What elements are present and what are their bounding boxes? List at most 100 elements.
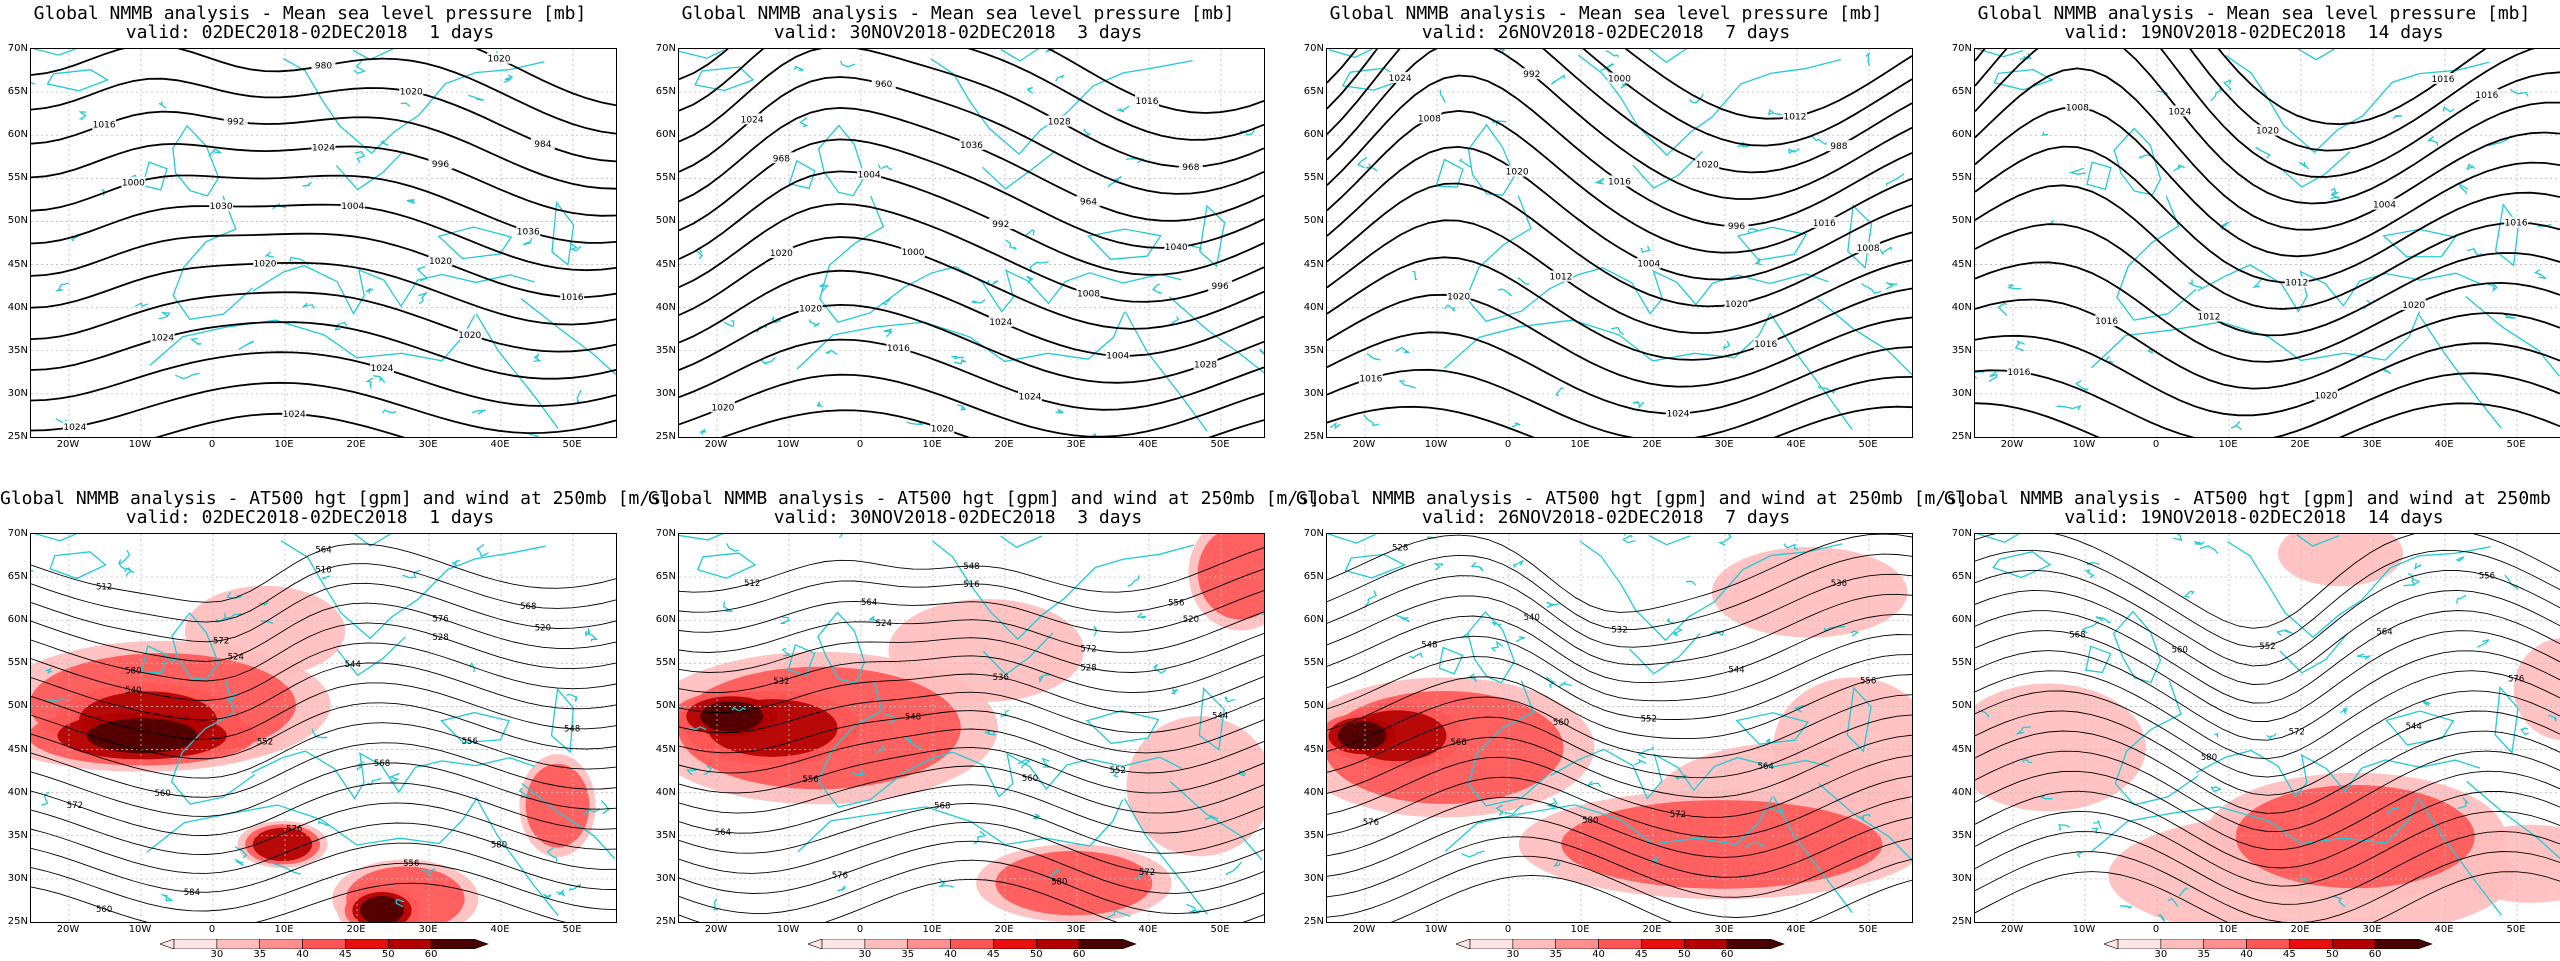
- contour-label: 560: [2172, 646, 2188, 656]
- longitude-label: 10W: [128, 439, 152, 450]
- longitude-label: 40E: [1138, 924, 1158, 935]
- colorbar-label: 60: [1720, 949, 1734, 960]
- contour-label: 1016: [561, 293, 584, 303]
- latitude-label: 30N: [1303, 872, 1324, 884]
- longitude-label: 10W: [128, 924, 152, 935]
- contour-label: 520: [1183, 615, 1199, 625]
- latitude-label: 35N: [655, 829, 676, 841]
- contour-label: 544: [345, 660, 361, 670]
- map-panel-z500-3d: Global NMMB analysis - AT500 hgt [gpm] a…: [648, 485, 1320, 961]
- colorbar-label: 35: [253, 949, 267, 960]
- map-area: 1000 988 992 996 1008 1004 1008 1012 1016 1020 102…: [1326, 48, 1913, 438]
- latitude-label: 55N: [7, 657, 28, 669]
- map-canvas: 512 516 520 524 528 532 536 544 548 552 556 560 564 5…: [679, 534, 1264, 922]
- panel-title: Global NMMB analysis - Mean sea level pr…: [1977, 3, 2531, 24]
- contour-label: 968: [773, 154, 790, 164]
- contour-label: 1016: [887, 344, 910, 354]
- wind-speed-region: [1975, 683, 2146, 812]
- latitude-label: 60N: [1951, 614, 1972, 626]
- contour-label: 576: [286, 825, 302, 835]
- contour-label: 540: [125, 686, 141, 696]
- latitude-label: 35N: [1303, 829, 1324, 841]
- colorbar-label: 35: [2197, 949, 2211, 960]
- longitude-label: 20E: [346, 439, 366, 450]
- contour-label: 580: [491, 841, 507, 851]
- contour-label: 1040: [1165, 243, 1188, 253]
- contour-label: 556: [1168, 598, 1184, 608]
- coastlines: [31, 49, 616, 437]
- contour-label: 572: [1080, 644, 1096, 654]
- contour-label: 552: [1641, 715, 1657, 725]
- contour-label: 556: [462, 737, 478, 747]
- longitude-label: 20W: [704, 924, 728, 935]
- colorbar-label: 30: [2154, 949, 2168, 960]
- contour-label: 1024: [63, 423, 86, 433]
- contour-label: 992: [227, 118, 244, 128]
- wind-colorbar: 30 35 40 45 50 60: [808, 939, 1138, 961]
- contour-label: 512: [96, 583, 112, 593]
- latitude-label: 60N: [7, 129, 28, 141]
- longitude-label: 10W: [1424, 924, 1448, 935]
- colorbar-bin: [821, 939, 866, 949]
- panel-valid-range: valid: 26NOV2018-02DEC2018 7 days: [1421, 507, 1791, 528]
- latitude-label: 70N: [655, 528, 676, 539]
- latitude-label: 30N: [655, 872, 676, 884]
- latitude-label: 50N: [7, 700, 28, 712]
- contour-label: 568: [520, 602, 536, 612]
- contour-label: 996: [1728, 222, 1745, 232]
- contour-label: 556: [403, 859, 419, 869]
- coastlines: [679, 534, 1264, 919]
- colorbar-bin: [864, 939, 909, 949]
- wind-shading: [31, 585, 596, 922]
- colorbar-label: 50: [381, 949, 395, 960]
- panel-title: Global NMMB analysis - AT500 hgt [gpm] a…: [0, 488, 672, 509]
- map-canvas: 1020 1016 1024 1004 1008 1012 1016 1012 1020 1016…: [1975, 49, 2560, 437]
- colorbar-bin: [1078, 939, 1123, 949]
- colorbar-bin: [173, 939, 218, 949]
- height-contours: [679, 547, 1264, 922]
- latitude-label: 45N: [1303, 258, 1324, 270]
- longitude-label: 20E: [2290, 439, 2310, 450]
- colorbar-label: 35: [1549, 949, 1563, 960]
- latitude-label: 60N: [1303, 614, 1324, 626]
- map-panel-mslp-3d: Global NMMB analysis - Mean sea level pr…: [648, 0, 1268, 475]
- contour-label: 568: [374, 759, 390, 769]
- latitude-label: 55N: [1951, 172, 1972, 184]
- longitude-label: 30E: [1066, 439, 1086, 450]
- longitude-label: 10E: [2218, 439, 2238, 450]
- contour-label: 564: [2376, 627, 2392, 637]
- longitude-label: 20W: [56, 439, 80, 450]
- colorbar-bin: [216, 939, 261, 949]
- map-panel-mslp-1d: Global NMMB analysis - Mean sea level pr…: [0, 0, 620, 475]
- contour-label: 576: [832, 871, 848, 881]
- colorbar-bin: [1641, 939, 1685, 949]
- contour-label: 560: [1022, 774, 1038, 784]
- contour-label: 1020: [458, 331, 481, 341]
- contour-label: 1020: [2402, 301, 2425, 311]
- contour-label: 520: [535, 624, 551, 634]
- contour-label: 1020: [1447, 292, 1470, 302]
- colorbar-bin: [1555, 939, 1599, 949]
- contour-label: 564: [315, 545, 331, 555]
- contour-label: 560: [155, 789, 171, 799]
- longitude-label: 10E: [922, 924, 942, 935]
- longitude-label: 40E: [1138, 439, 1158, 450]
- coastlines: [1328, 49, 1912, 430]
- map-panel-z500-14d: Global NMMB analysis - AT500 hgt [gpm] a…: [1944, 485, 2560, 960]
- wind-speed-region: [184, 585, 346, 677]
- longitude-label: 0: [2152, 924, 2160, 935]
- latitude-label: 40N: [7, 786, 28, 798]
- wind-speed-region: [2235, 785, 2475, 889]
- contour-label: 1020: [1725, 300, 1748, 310]
- contour-label: 1036: [960, 141, 983, 151]
- map-area: 968 960 964 968 992 996 1000 1004 1020 1024 1020 10…: [678, 48, 1265, 438]
- longitude-label: 10W: [776, 924, 800, 935]
- colorbar-bin: [2246, 939, 2290, 949]
- longitude-label: 20E: [1642, 439, 1662, 450]
- contour-label: 1004: [858, 170, 881, 180]
- contour-label: 580: [2201, 753, 2217, 763]
- latitude-label: 45N: [1951, 743, 1972, 755]
- latitude-label: 25N: [1951, 431, 1972, 442]
- contour-label: 1024: [371, 364, 394, 374]
- wind-shading: [1327, 546, 1912, 899]
